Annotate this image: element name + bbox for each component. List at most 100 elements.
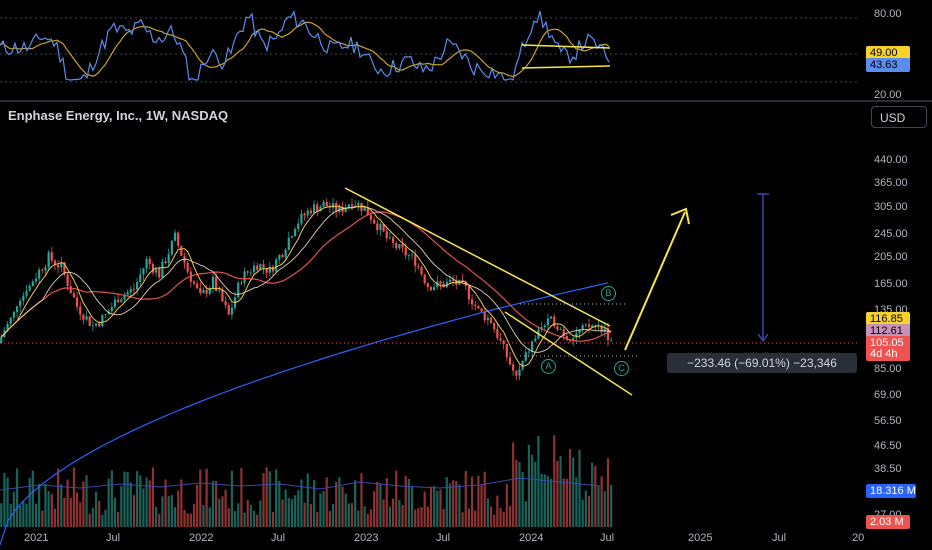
volume-bar — [467, 508, 471, 527]
wave-label-b: B — [601, 286, 616, 301]
measure-label: −233.46 (−69.01%) −23,346 — [667, 353, 857, 373]
volume-bar — [401, 504, 404, 527]
time-tick-label: 2024 — [519, 532, 544, 544]
volume-bar — [316, 511, 319, 527]
volume-bar — [562, 478, 565, 527]
volume-bar — [597, 486, 600, 527]
time-tick-label: 20 — [852, 532, 865, 544]
volume-bar — [360, 473, 363, 527]
time-tick-label: Jul — [271, 532, 286, 544]
volume-bar — [240, 468, 243, 527]
candle-body — [57, 265, 60, 268]
volume-bar — [452, 480, 455, 527]
candle-body — [587, 324, 591, 328]
candle-body — [556, 326, 559, 330]
rsi-trend-top — [521, 44, 611, 49]
candle-body — [568, 340, 572, 342]
candle-body — [426, 283, 429, 288]
projection-arrow — [624, 211, 686, 351]
volume-bar — [25, 503, 28, 527]
candle-body — [350, 204, 354, 207]
candle-body — [0, 337, 3, 344]
candle-body — [101, 314, 104, 326]
volume-bar — [559, 456, 562, 527]
volume-bar — [433, 486, 436, 527]
candle-body — [483, 311, 486, 321]
volume-bar — [338, 477, 341, 527]
volume-bar — [518, 462, 521, 527]
volume-bar — [186, 513, 189, 527]
volume-bar — [161, 496, 164, 527]
candle-body — [512, 364, 515, 371]
volume-bar — [578, 449, 581, 527]
price-tick-label: 440.00 — [874, 154, 908, 166]
candle-body — [581, 325, 584, 330]
volume-bar — [189, 513, 192, 527]
volume-bar — [129, 482, 132, 527]
candle-body — [521, 360, 524, 370]
price-tick-label: 205.00 — [874, 251, 908, 263]
candle-body — [366, 206, 369, 216]
volume-bar — [546, 475, 550, 527]
volume-bar — [252, 510, 256, 527]
candle-body — [186, 262, 189, 272]
volume-bar — [91, 508, 94, 527]
volume-bar — [556, 460, 559, 527]
candle-body — [445, 281, 448, 288]
candle-body — [578, 329, 581, 334]
candle-body — [379, 224, 382, 231]
currency-button[interactable]: USD — [871, 106, 927, 128]
volume-bar — [385, 477, 388, 527]
volume-bar — [208, 507, 211, 527]
candle-body — [281, 255, 284, 258]
volume-bar — [354, 480, 357, 527]
candle-body — [461, 279, 464, 282]
volume-bar — [167, 496, 170, 527]
volume-bar — [527, 444, 531, 527]
volume-bar — [499, 508, 502, 527]
volume-bar — [477, 475, 480, 527]
rsi-ma-line — [0, 21, 610, 78]
volume-bar — [486, 498, 489, 527]
volume-bar — [382, 499, 385, 527]
volume-bar — [581, 499, 584, 527]
volume-bar — [322, 491, 325, 527]
candle-body — [256, 265, 259, 270]
candle-body — [388, 237, 392, 239]
volume-bar — [410, 486, 414, 527]
ma-fast-line — [0, 205, 612, 367]
volume-bar — [101, 514, 104, 527]
volume-bar — [572, 457, 575, 527]
ma1-tag: 116.85 — [866, 312, 910, 326]
time-tick-label: Jul — [436, 532, 451, 544]
time-tick-label: 2023 — [354, 532, 379, 544]
candle-body — [196, 283, 199, 289]
candle-body — [499, 338, 502, 341]
volume-bar — [429, 486, 433, 527]
candle-body — [129, 288, 132, 293]
volume-bar — [246, 500, 249, 527]
candle-body — [316, 204, 319, 212]
volume-bar — [82, 481, 85, 527]
candle-body — [467, 285, 471, 300]
candle-body — [398, 244, 401, 249]
candle-body — [347, 204, 350, 208]
volume-bar — [126, 471, 129, 527]
volume-bar — [192, 503, 196, 527]
volume-bar — [606, 458, 610, 527]
volume-bar — [22, 501, 25, 527]
candle-body — [60, 262, 63, 268]
candle-body — [584, 324, 587, 326]
volume-bar — [335, 481, 338, 527]
candle-body — [448, 279, 452, 282]
volume-bar — [549, 478, 553, 527]
volume-bar — [199, 469, 202, 527]
ma-short-line — [0, 206, 612, 353]
last-price-tag: 105.05 — [866, 336, 910, 350]
candle-body — [470, 299, 474, 305]
volume-bar — [391, 498, 395, 527]
volume-bar — [227, 508, 230, 527]
volume-bar — [445, 477, 448, 527]
volume-bar — [489, 506, 493, 527]
